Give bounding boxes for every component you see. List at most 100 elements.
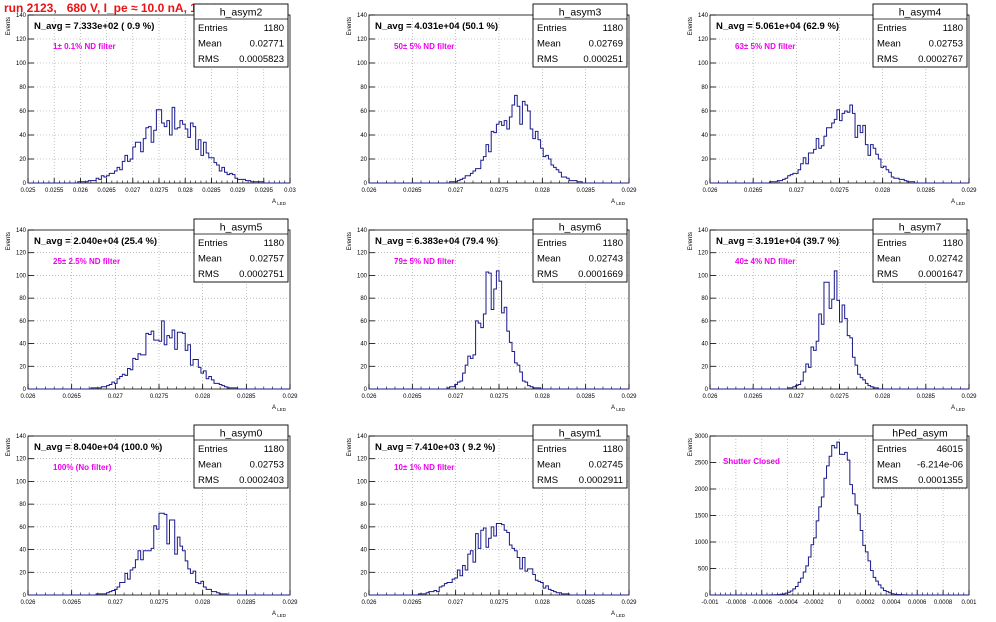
x-tick-label: 0.0265 [62,394,81,400]
y-tick-label: 20 [360,364,367,370]
stats-box [193,424,289,489]
stats-value: 1180 [603,444,623,455]
y-tick-label: 120 [357,251,368,257]
x-tick-label: -0.0002 [803,600,824,606]
x-tick-label: 0.0275 [150,600,169,606]
stats-value: 0.0002751 [239,269,284,280]
x-tick-label: 0.028 [875,394,891,400]
y-tick-label: 40 [360,342,367,348]
y-tick-label: 100 [698,273,709,279]
y-tick-label: 20 [701,157,708,163]
x-tick-label: 0.025 [20,188,36,194]
x-tick-label: 0.027 [789,394,805,400]
stats-box [872,218,968,283]
stats-label: Mean [877,254,901,265]
y-axis-label: Events [688,232,694,250]
histogram-panel-h_asym5: 0.026 0.0265 0.027 0.0275 0.028 0.0285 0.029 0 2… [6,218,298,412]
x-tick-label: 0.0008 [934,600,953,606]
histogram-series [369,94,629,184]
stats-title: h_asym2 [220,7,263,19]
y-tick-label: 2500 [695,461,709,467]
stats-box [193,3,289,68]
y-tick-label: 100 [16,273,27,279]
y-tick-label: 120 [16,37,27,43]
y-axis-label: Events [347,232,353,250]
y-tick-label: 20 [19,364,26,370]
x-tick-label: -0.001 [701,600,719,606]
stats-title: h_asym6 [559,222,602,234]
x-tick-label: 0.0275 [490,188,509,194]
stats-label: Entries [537,238,567,249]
histogram-series [28,512,290,596]
stats-value: 1180 [603,23,623,34]
histogram-panel-h_asym1: 0.026 0.0265 0.027 0.0275 0.028 0.0285 0.029 0 2… [347,424,637,618]
x-axis-label: A LED [272,611,287,618]
stats-value: 0.0001647 [918,269,963,280]
x-tick-label: 0.0265 [403,600,422,606]
y-tick-label: 500 [698,567,709,573]
stats-value: 0.02769 [589,39,623,50]
x-axis-label: A LED [951,405,966,412]
x-tick-label: 0.029 [621,394,637,400]
x-tick-label: -0.0006 [752,600,773,606]
y-tick-label: 60 [360,525,367,531]
y-tick-label: 100 [16,61,27,67]
x-tick-label: 0.026 [361,394,377,400]
filter-annotation: 79± 5% ND filter [394,257,454,266]
stats-label: RMS [537,269,558,280]
x-tick-label: 0.029 [621,188,637,194]
y-axis-label: Events [6,438,12,456]
x-tick-label: 0.026 [361,188,377,194]
x-tick-label: -0.0004 [778,600,799,606]
y-tick-label: 140 [698,228,709,234]
x-tick-label: 0.029 [961,188,977,194]
stats-title: h_asym1 [559,428,602,440]
stats-value: 0.0002403 [239,475,284,486]
stats-value: 0.0002767 [918,54,963,65]
x-axis-label: A LED [272,199,287,206]
n-avg-label: N_avg = 4.031e+04 (50.1 %) [375,21,498,32]
y-tick-label: 0 [364,593,368,599]
x-tick-label: 0.0275 [830,188,849,194]
n-avg-label: N_avg = 6.383e+04 (79.4 %) [375,236,498,247]
stats-label: Mean [198,460,222,471]
x-tick-label: 0.0275 [490,600,509,606]
y-tick-label: 2000 [695,487,709,493]
stats-label: RMS [877,54,898,65]
x-tick-label: 0.0265 [744,394,763,400]
y-tick-label: 100 [357,61,368,67]
y-tick-label: 60 [19,109,26,115]
x-tick-label: 0.026 [20,600,36,606]
histogram-panel-h_asym6: 0.026 0.0265 0.027 0.0275 0.028 0.0285 0.029 0 2… [347,218,637,412]
y-tick-label: 120 [16,457,27,463]
stats-label: Entries [198,23,228,34]
x-axis-label: A LED [611,405,626,412]
stats-title: h_asym0 [220,428,263,440]
y-tick-label: 40 [19,548,26,554]
y-tick-label: 40 [19,342,26,348]
x-tick-label: 0.0285 [576,188,595,194]
y-tick-label: 40 [701,342,708,348]
x-tick-label: 0.026 [361,600,377,606]
x-tick-label: -0.0008 [726,600,747,606]
histogram-series [710,441,969,596]
stats-label: RMS [198,54,219,65]
x-tick-label: 0.0285 [917,188,936,194]
y-tick-label: 40 [701,133,708,139]
stats-value: 0.02742 [929,254,963,265]
stats-value: 0.02753 [250,460,284,471]
n-avg-label: N_avg = 5.061e+04 (62.9 %) [716,21,839,32]
stats-label: Mean [198,254,222,265]
stats-value: 0.0005823 [239,54,284,65]
y-tick-label: 120 [357,37,368,43]
y-tick-label: 120 [357,457,368,463]
x-tick-label: 0.028 [535,188,551,194]
y-tick-label: 80 [19,296,26,302]
x-axis-label: A LED [611,611,626,618]
filter-annotation: 1± 0.1% ND filter [53,42,116,51]
y-tick-label: 40 [360,548,367,554]
x-tick-label: 0.0275 [150,394,169,400]
y-tick-label: 60 [19,525,26,531]
stats-value: 1180 [943,23,963,34]
